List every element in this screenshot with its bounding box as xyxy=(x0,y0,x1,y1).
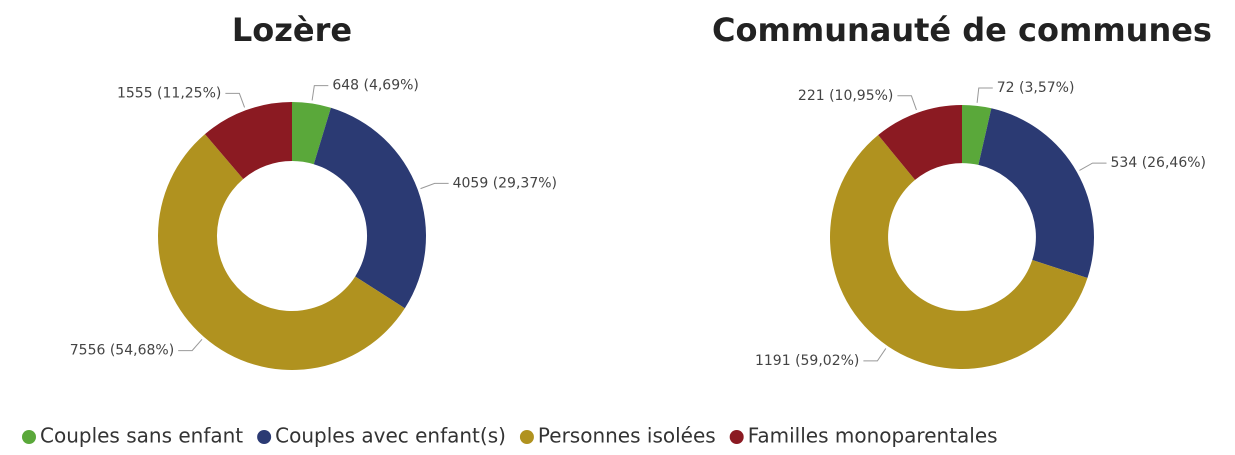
leader-line xyxy=(178,338,203,352)
donut-slice xyxy=(962,105,992,165)
donut-slice xyxy=(978,108,1094,279)
legend-label: Couples sans enfant xyxy=(40,424,243,448)
leader-line xyxy=(225,92,246,108)
leader-line xyxy=(311,85,329,101)
data-label: 534 (26,46%) xyxy=(1111,155,1206,171)
leader-line xyxy=(897,95,917,111)
legend-marker xyxy=(22,430,36,444)
leader-line xyxy=(420,182,449,190)
donut-slice xyxy=(292,102,331,165)
donut-slice xyxy=(313,107,426,309)
leader-line xyxy=(976,87,993,103)
data-label: 4059 (29,37%) xyxy=(453,175,557,191)
donut-slice xyxy=(878,105,962,180)
chart-title: Lozère xyxy=(232,11,352,49)
donut-slice xyxy=(830,135,1088,370)
data-label: 7556 (54,68%) xyxy=(70,343,174,359)
legend-label: Familles monoparentales xyxy=(748,424,998,448)
data-label: 221 (10,95%) xyxy=(798,88,893,104)
chart-title: Communauté de communes xyxy=(712,11,1212,49)
data-label: 1191 (59,02%) xyxy=(755,353,859,369)
legend-marker xyxy=(729,430,744,444)
leader-line xyxy=(1079,162,1107,171)
leader-line xyxy=(863,348,887,362)
data-label: 72 (3,57%) xyxy=(997,80,1075,96)
legend-marker xyxy=(257,430,272,444)
donut-slice xyxy=(157,134,405,371)
donut-slice xyxy=(204,102,292,179)
legend-label: Personnes isolées xyxy=(538,424,716,448)
data-label: 648 (4,69%) xyxy=(332,78,419,94)
legend-marker xyxy=(519,430,534,444)
data-label: 1555 (11,25%) xyxy=(117,85,221,101)
legend-label: Couples avec enfant(s) xyxy=(275,424,506,448)
